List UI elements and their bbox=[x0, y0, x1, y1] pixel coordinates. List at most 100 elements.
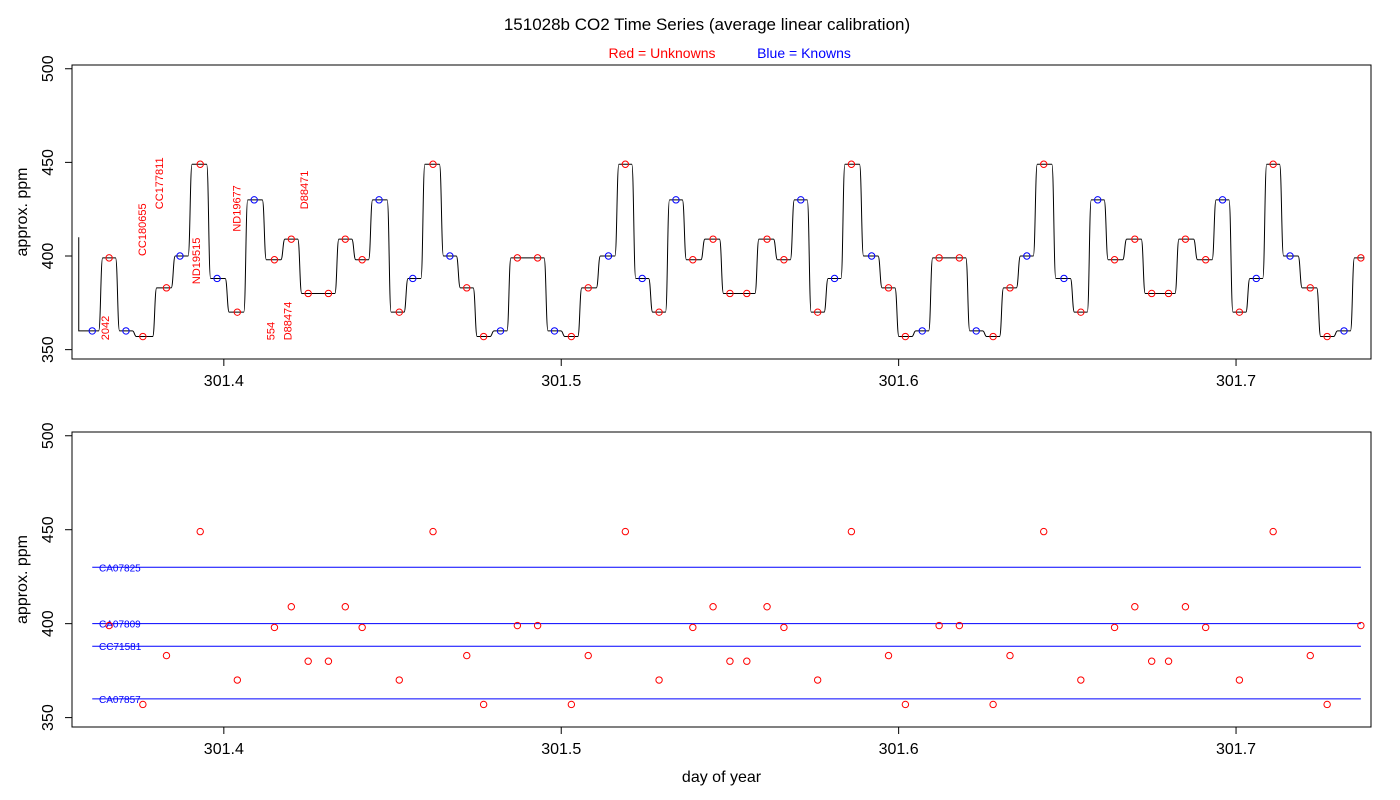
unknown-calibrated-point bbox=[1147, 657, 1156, 665]
known-sample-point bbox=[672, 196, 680, 204]
unknown-calibrated-point bbox=[1269, 527, 1277, 536]
unknown-sample-point bbox=[989, 332, 997, 341]
unknown-calibrated-point bbox=[1077, 676, 1085, 684]
known-sample-point bbox=[1218, 196, 1227, 204]
unknown-sample-point bbox=[689, 256, 697, 264]
known-sample-point bbox=[604, 252, 613, 260]
bottom-y-axis-label: approx. ppm bbox=[14, 535, 31, 624]
bottom-y-tick-label: 400 bbox=[40, 610, 57, 637]
known-sample-point bbox=[1286, 252, 1294, 260]
known-sample-point bbox=[1340, 327, 1348, 335]
known-sample-point bbox=[446, 252, 454, 260]
known-sample-point bbox=[213, 274, 221, 283]
unknown-sample-point bbox=[395, 308, 403, 316]
unknown-sample-point bbox=[1269, 160, 1277, 168]
unknown-calibrated-point bbox=[139, 700, 147, 709]
unknown-sample-point bbox=[1147, 289, 1156, 298]
bottom-y-tick-label: 350 bbox=[40, 704, 57, 731]
top-x-tick-label: 301.5 bbox=[541, 373, 581, 390]
unknown-sample-point bbox=[1306, 284, 1314, 292]
unknown-sample-point bbox=[270, 256, 279, 264]
known-sample-point bbox=[1252, 274, 1260, 283]
figure-title: 151028b CO2 Time Series (average linear … bbox=[504, 15, 910, 34]
unknown-sample-point bbox=[780, 256, 788, 264]
unknown-sample-point bbox=[955, 254, 964, 262]
unknown-sample-point bbox=[847, 160, 856, 168]
known-sample-point bbox=[496, 327, 505, 335]
top-y-tick-label: 500 bbox=[40, 55, 57, 82]
known-sample-point bbox=[88, 327, 96, 335]
bottom-x-tick-label: 301.4 bbox=[204, 741, 244, 758]
unknown-sample-point bbox=[324, 289, 333, 298]
top-y-tick-label: 350 bbox=[40, 336, 57, 363]
unknown-calibrated-point bbox=[847, 527, 856, 536]
unknown-calibrated-point bbox=[655, 676, 663, 684]
unknown-calibrated-point bbox=[955, 621, 964, 630]
unknown-sample-point bbox=[901, 332, 910, 341]
unknown-sample-point bbox=[1110, 256, 1119, 264]
unknown-sample-point bbox=[709, 235, 717, 243]
unknown-sample-point bbox=[763, 235, 771, 243]
sample-id-label: CC180655 bbox=[137, 203, 149, 256]
unknown-calibrated-point bbox=[1164, 657, 1173, 665]
unknown-calibrated-point bbox=[287, 603, 296, 611]
sample-id-label: ND19677 bbox=[232, 185, 244, 231]
unknown-calibrated-point bbox=[1357, 621, 1365, 630]
unknown-calibrated-point bbox=[621, 527, 630, 536]
standard-reference-label: CC71581 bbox=[99, 642, 142, 653]
unknown-calibrated-point bbox=[567, 700, 576, 709]
sample-id-label: 554 bbox=[265, 322, 277, 340]
unknown-calibrated-point bbox=[341, 603, 349, 611]
unknown-sample-point bbox=[1040, 160, 1048, 168]
unknown-calibrated-point bbox=[743, 657, 751, 665]
known-sample-point bbox=[250, 196, 258, 204]
sample-id-label: 2042 bbox=[100, 316, 112, 340]
standard-reference-label: CA07825 bbox=[99, 563, 141, 574]
unknown-calibrated-point bbox=[1235, 676, 1244, 684]
unknown-calibrated-point bbox=[1323, 700, 1331, 709]
unknown-sample-point bbox=[358, 256, 366, 264]
unknown-calibrated-point bbox=[324, 657, 333, 665]
bottom-panel-calibrated-values: 301.4 301.5 301.6 301.7 350 400 450 500 approx. … bbox=[14, 422, 1372, 786]
standard-reference-label: CA07857 bbox=[99, 695, 141, 706]
unknown-calibrated-point bbox=[429, 527, 437, 536]
unknown-calibrated-point bbox=[463, 651, 471, 660]
unknown-sample-point bbox=[429, 160, 437, 168]
unknown-calibrated-point bbox=[395, 676, 403, 684]
analyzer-trace-line bbox=[78, 163, 1364, 338]
unknown-sample-point bbox=[1357, 254, 1365, 262]
unknown-calibrated-point bbox=[162, 651, 171, 660]
legend-unknowns-label: Red = Unknowns bbox=[608, 45, 715, 61]
unknown-sample-point bbox=[1131, 235, 1139, 243]
unknown-calibrated-point bbox=[233, 676, 242, 684]
unknown-sample-point bbox=[655, 308, 663, 316]
known-sample-point bbox=[830, 274, 839, 283]
bottom-y-tick-label: 500 bbox=[40, 422, 57, 449]
unknown-sample-point bbox=[1181, 235, 1190, 243]
bottom-y-tick-label: 450 bbox=[40, 516, 57, 543]
unknown-sample-point bbox=[341, 235, 349, 243]
sample-id-label: CC177811 bbox=[154, 157, 166, 209]
unknown-calibrated-point bbox=[884, 651, 893, 660]
bottom-x-tick-label: 301.7 bbox=[1216, 741, 1256, 758]
unknown-sample-point bbox=[813, 308, 822, 316]
unknown-sample-point bbox=[884, 284, 893, 292]
unknown-sample-point bbox=[1077, 308, 1085, 316]
known-sample-point bbox=[122, 327, 130, 335]
unknown-calibrated-point bbox=[1181, 603, 1190, 611]
unknown-sample-point bbox=[621, 160, 630, 168]
unknown-calibrated-point bbox=[780, 623, 788, 632]
unknown-sample-point bbox=[1201, 256, 1210, 264]
unknown-sample-point bbox=[1164, 289, 1173, 298]
bottom-x-tick-label: 301.5 bbox=[541, 741, 581, 758]
unknown-calibrated-point bbox=[1040, 527, 1048, 536]
unknown-calibrated-point bbox=[935, 621, 943, 630]
unknown-calibrated-point bbox=[989, 700, 997, 709]
unknown-sample-point bbox=[935, 254, 943, 262]
known-sample-point bbox=[797, 196, 805, 204]
known-sample-point bbox=[918, 327, 926, 335]
unknown-sample-point bbox=[1235, 308, 1244, 316]
known-sample-point bbox=[176, 252, 184, 260]
known-sample-point bbox=[409, 274, 417, 283]
